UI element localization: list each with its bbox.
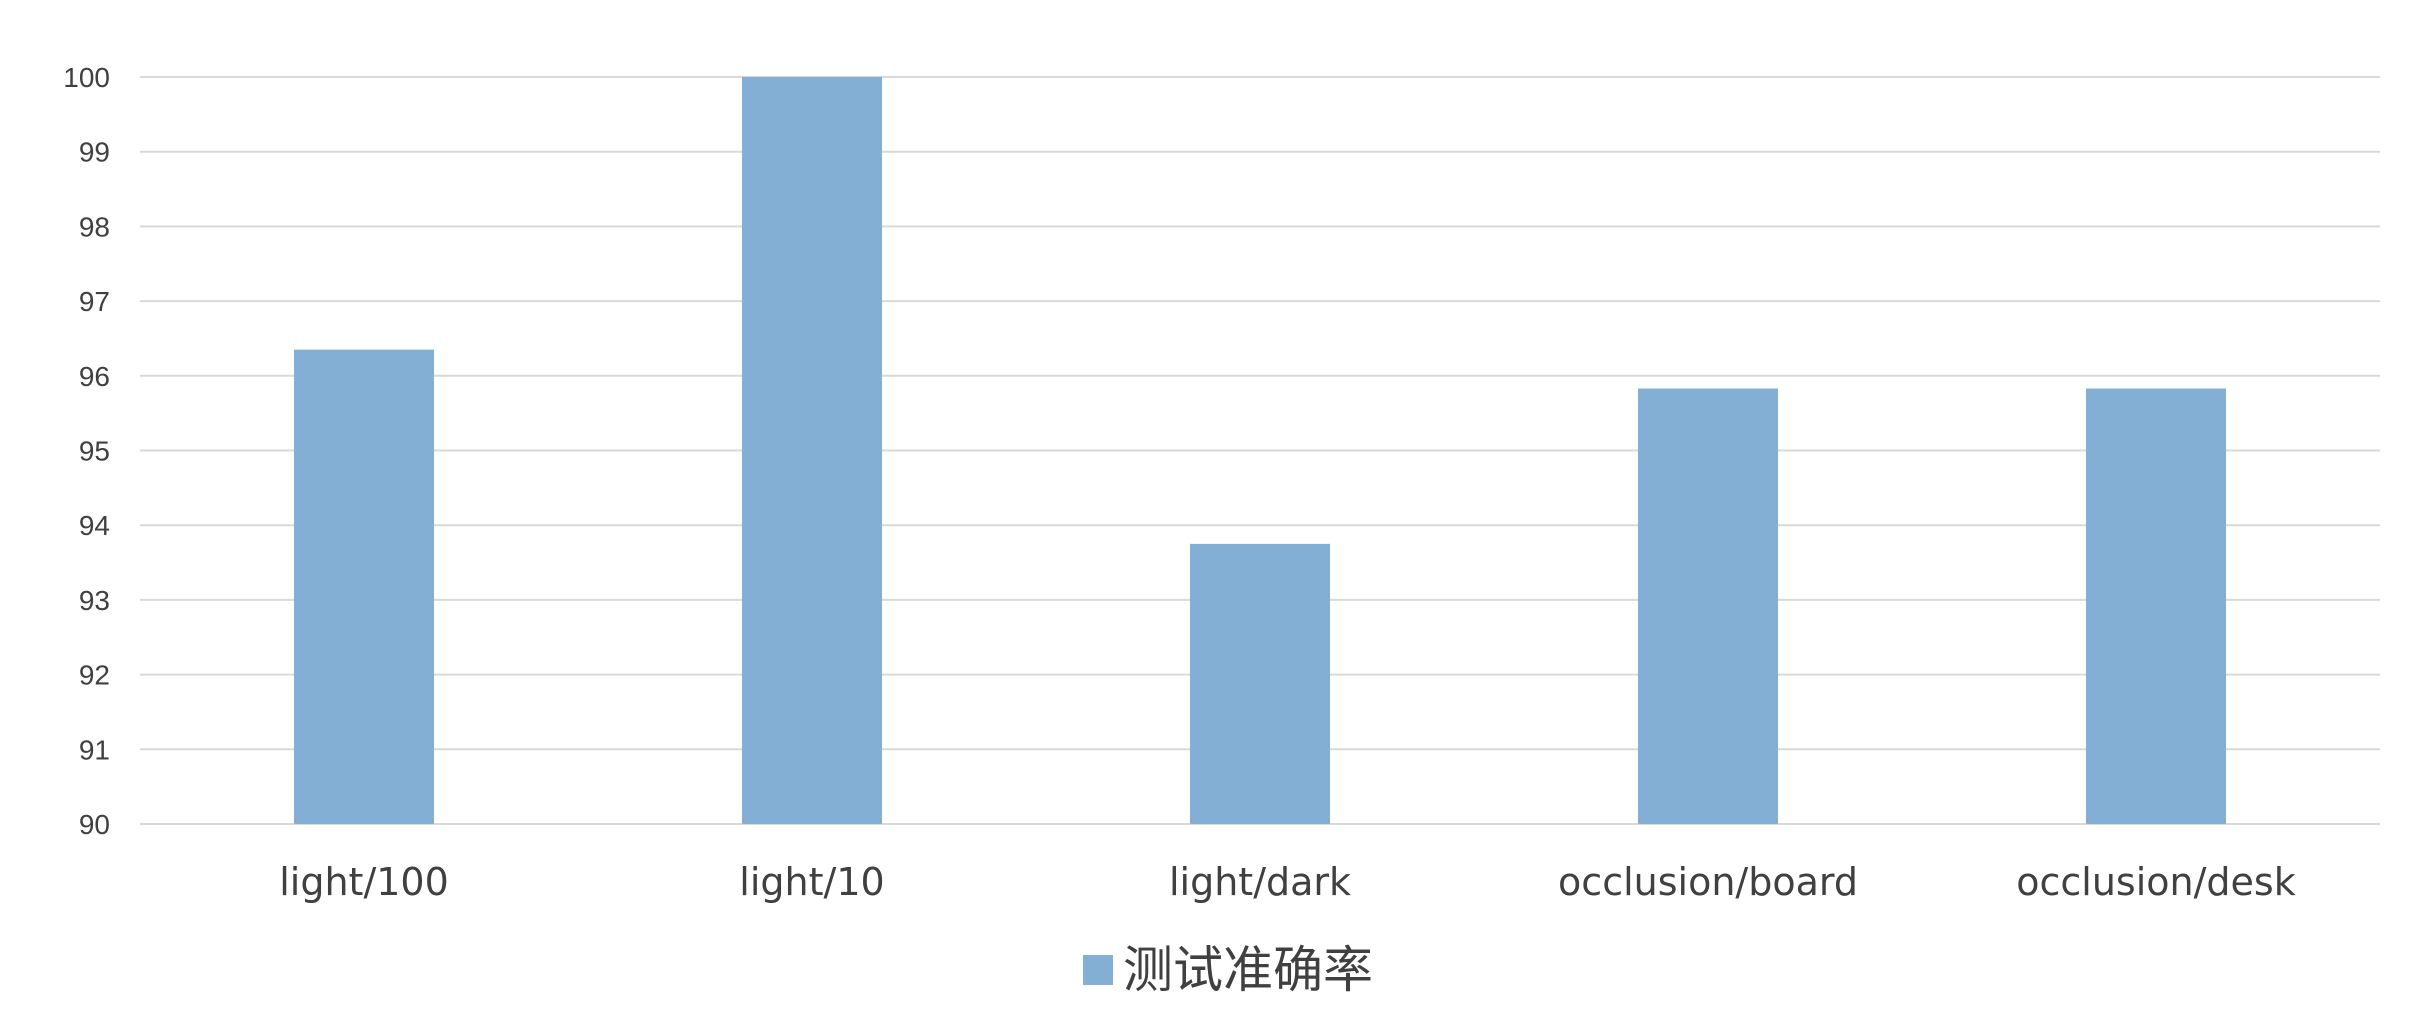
bar-occlusion-desk: [2086, 388, 2226, 824]
y-tick-label: 100: [63, 62, 110, 93]
bar-occlusion-board: [1638, 388, 1778, 824]
y-tick-label: 93: [79, 585, 110, 616]
y-tick-label: 99: [79, 137, 110, 168]
y-tick-label: 92: [79, 660, 110, 691]
y-axis-ticks: 90 91 92 93 94 95 96 97 98 99 100: [63, 62, 110, 840]
y-tick-label: 98: [79, 211, 110, 242]
x-axis-categories: light/100 light/10 light/dark occlusion/boa…: [279, 860, 2296, 904]
bars: [294, 77, 2226, 824]
x-category-label: light/dark: [1169, 860, 1351, 904]
y-tick-label: 94: [79, 510, 110, 541]
x-category-label: occlusion/board: [1558, 860, 1858, 904]
bar-light-100: [294, 349, 434, 824]
x-category-label: occlusion/desk: [2016, 860, 2295, 904]
legend: 测试准确率: [1083, 941, 1373, 999]
x-category-label: light/100: [279, 860, 449, 904]
y-tick-label: 90: [79, 809, 110, 840]
y-tick-label: 95: [79, 436, 110, 467]
bar-light-10: [742, 77, 882, 824]
legend-swatch: [1083, 955, 1113, 985]
x-category-label: light/10: [739, 860, 884, 904]
y-tick-label: 96: [79, 361, 110, 392]
legend-label: 测试准确率: [1123, 941, 1373, 999]
bar-light-dark: [1190, 543, 1330, 824]
gridlines: [140, 76, 2380, 825]
y-tick-label: 91: [79, 734, 110, 765]
y-tick-label: 97: [79, 286, 110, 317]
